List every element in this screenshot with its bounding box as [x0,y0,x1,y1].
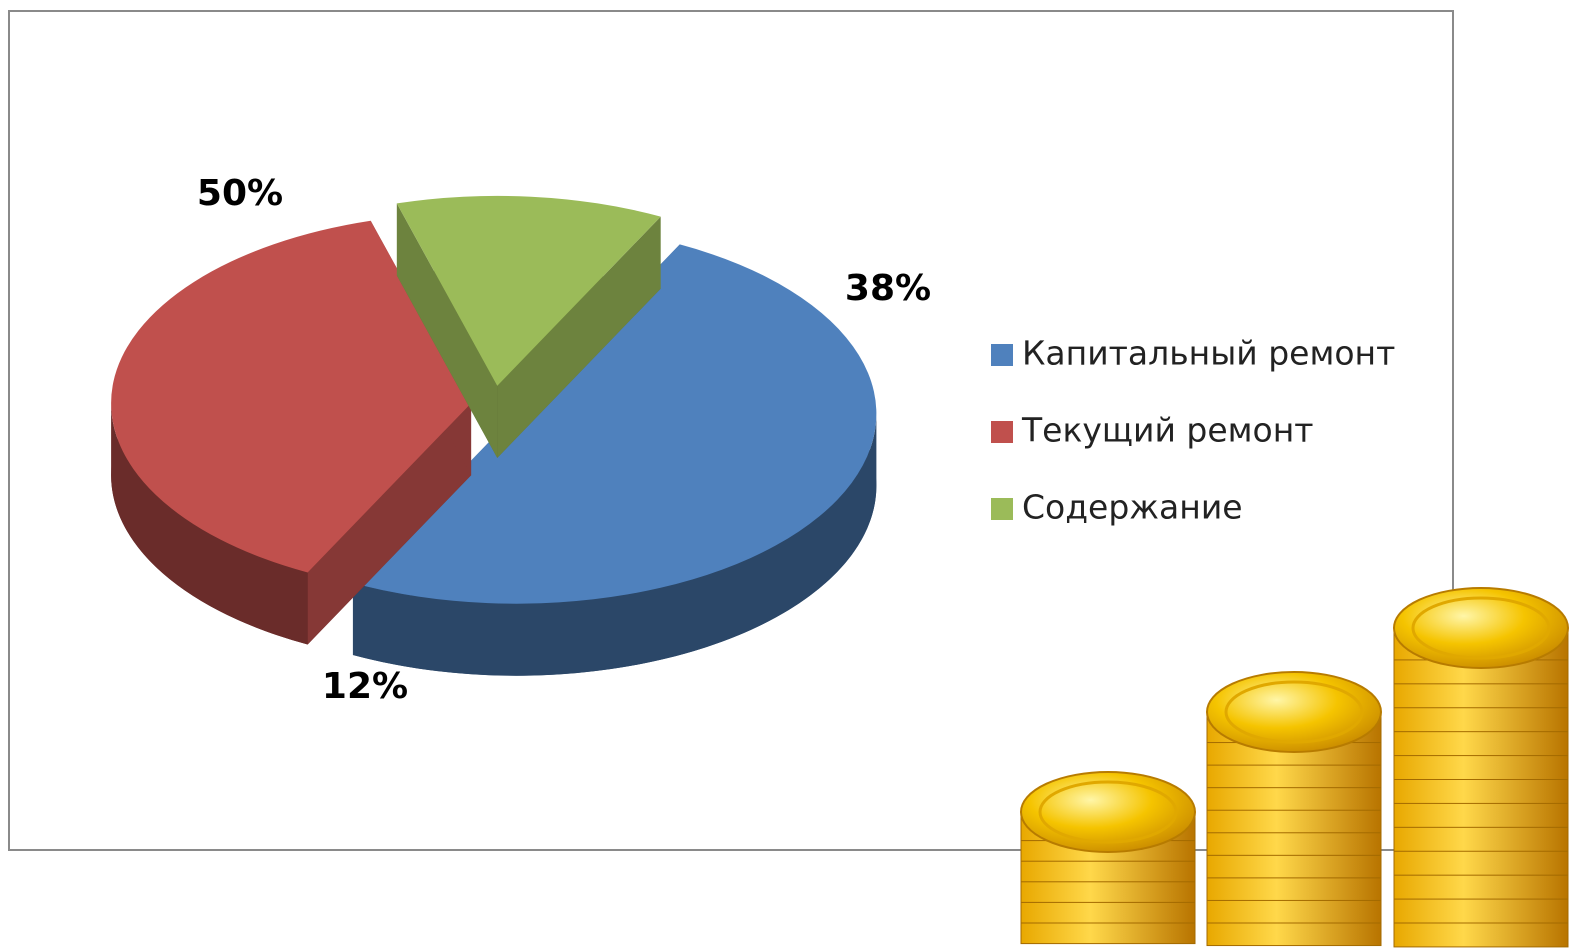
legend-swatch [991,344,1013,366]
slice-wall [497,216,661,458]
legend-label: Капитальный ремонт [1022,334,1395,373]
coin-inner [1411,596,1551,660]
slice-side [111,403,308,645]
coin-face [1206,671,1382,753]
slice [396,195,661,386]
data-label: 38% [845,268,931,309]
slice [352,244,877,604]
coin-face [1020,771,1196,853]
pie: 50% 38% 12% [111,173,931,707]
legend-swatch [991,498,1013,520]
slice [111,220,472,573]
legend-swatch [991,421,1013,443]
data-label: 12% [322,666,408,707]
coin-inner [1224,680,1364,744]
coin-face [1393,587,1569,669]
data-label: 50% [197,173,283,214]
legend-label: Содержание [1022,488,1243,527]
coins [1020,587,1569,948]
slice-wall [396,203,498,458]
slice-side [352,413,877,676]
legend: Капитальный ремонт Текущий ремонт Содержан… [991,334,1395,527]
coin-inner [1038,780,1178,844]
slice-wall [307,403,472,645]
legend-label: Текущий ремонт [1021,411,1314,450]
